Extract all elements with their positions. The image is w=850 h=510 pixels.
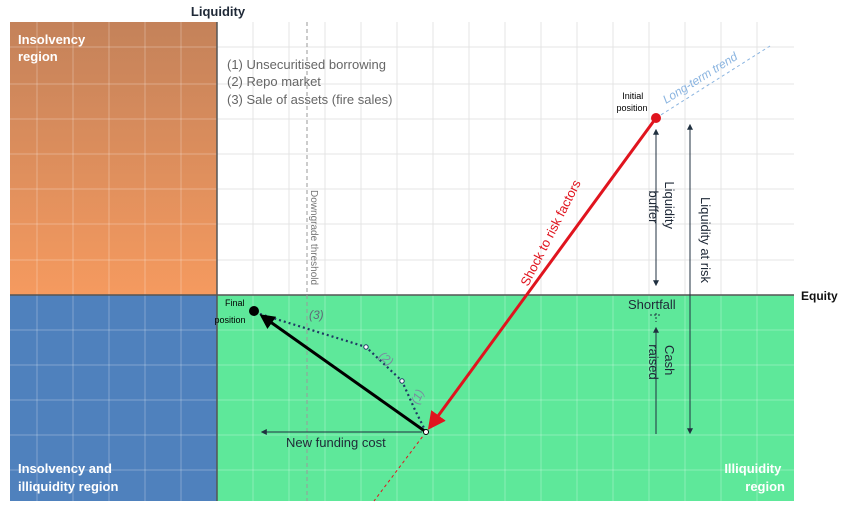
grid-upper xyxy=(217,22,794,295)
legend-item: (1) Unsecuritised borrowing xyxy=(227,57,386,72)
liquidity-buffer-label: Liquidity buffer xyxy=(646,181,677,232)
legend-item: (2) Repo market xyxy=(227,74,321,89)
shock-extension-line xyxy=(373,431,427,502)
x-axis-label: Equity xyxy=(801,289,838,303)
legend-item: (3) Sale of assets (fire sales) xyxy=(227,92,392,107)
final-position-marker xyxy=(249,306,259,316)
y-axis-label: Liquidity xyxy=(191,4,246,19)
path-node xyxy=(363,344,369,350)
downgrade-threshold-label: Downgrade threshold xyxy=(308,190,319,285)
path-label-3: (3) xyxy=(309,308,324,322)
shocked-position-marker xyxy=(423,429,429,435)
long-term-trend-label: Long-term trend xyxy=(660,49,740,106)
initial-position-label: Initial position xyxy=(616,91,647,113)
shortfall-label: Shortfall xyxy=(628,297,676,312)
illiquidity-region xyxy=(217,295,794,501)
shock-arrow xyxy=(427,117,658,430)
illiquidity-region-label: Illiquidity region xyxy=(724,461,785,494)
insolvency-region-label: Insolvency region xyxy=(18,32,89,64)
path-node xyxy=(399,378,405,384)
long-term-trend-line xyxy=(655,45,771,119)
initial-position-marker xyxy=(651,113,661,123)
insolvency-illiquidity-region-label: Insolvency and illiquidity region xyxy=(18,461,118,494)
insolvency-illiquidity-region xyxy=(10,295,217,501)
new-funding-cost-label: New funding cost xyxy=(286,435,386,450)
grid-lower xyxy=(10,22,794,501)
final-position-arrow xyxy=(259,314,427,434)
liquidity-at-risk-label: Liquidity at risk xyxy=(698,197,713,283)
legend: (1) Unsecuritised borrowing (2) Repo mar… xyxy=(227,57,392,107)
path-label-1: (1) xyxy=(408,387,427,406)
final-position-label: Final position xyxy=(214,298,247,325)
insolvency-region xyxy=(10,22,217,295)
cash-raised-label: Cash raised xyxy=(646,344,677,379)
